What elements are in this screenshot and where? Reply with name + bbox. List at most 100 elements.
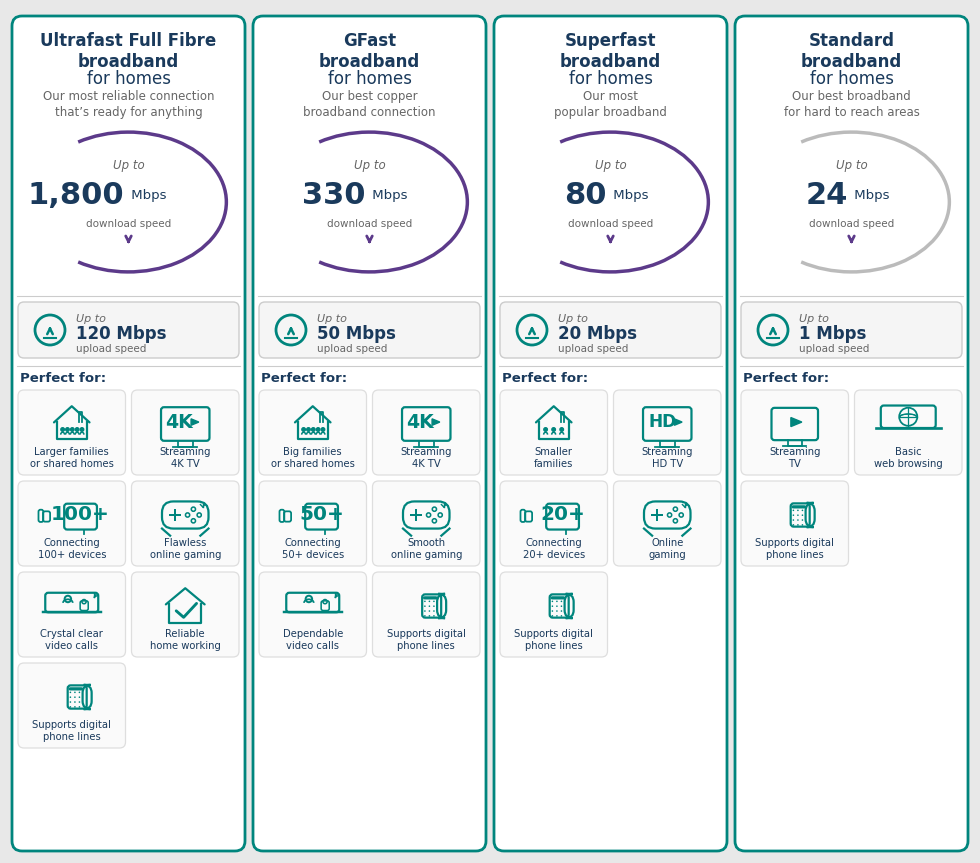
Text: 1 Mbps: 1 Mbps <box>799 325 866 343</box>
Circle shape <box>307 428 311 432</box>
Text: Ultrafast Full Fibre
broadband: Ultrafast Full Fibre broadband <box>40 32 217 72</box>
FancyBboxPatch shape <box>613 481 721 566</box>
Circle shape <box>428 605 430 607</box>
Circle shape <box>561 610 563 612</box>
Circle shape <box>433 601 435 602</box>
FancyBboxPatch shape <box>613 390 721 475</box>
FancyBboxPatch shape <box>259 302 480 358</box>
Text: Supports digital
phone lines: Supports digital phone lines <box>514 629 593 651</box>
Text: download speed: download speed <box>567 219 653 230</box>
Text: 20+: 20+ <box>540 506 585 525</box>
Text: Online
gaming: Online gaming <box>649 538 686 560</box>
Text: Up to: Up to <box>113 159 144 172</box>
Circle shape <box>552 615 553 617</box>
Circle shape <box>74 696 75 698</box>
Text: Dependable
video calls: Dependable video calls <box>282 629 343 651</box>
Circle shape <box>552 605 553 607</box>
FancyBboxPatch shape <box>18 663 125 748</box>
FancyBboxPatch shape <box>422 596 438 600</box>
Circle shape <box>321 428 324 432</box>
Text: for homes: for homes <box>568 70 653 88</box>
FancyBboxPatch shape <box>500 302 721 358</box>
Circle shape <box>793 520 794 521</box>
Circle shape <box>61 428 65 432</box>
Text: 4K: 4K <box>407 413 434 432</box>
Text: download speed: download speed <box>808 219 894 230</box>
Text: Up to: Up to <box>836 159 867 172</box>
FancyBboxPatch shape <box>372 572 480 657</box>
Circle shape <box>70 706 72 708</box>
Text: Streaming
HD TV: Streaming HD TV <box>642 447 693 469</box>
FancyBboxPatch shape <box>500 572 608 657</box>
Text: 50+: 50+ <box>299 506 344 525</box>
Text: Mbps: Mbps <box>850 188 889 201</box>
Circle shape <box>317 428 319 432</box>
Text: Perfect for:: Perfect for: <box>261 372 347 385</box>
FancyBboxPatch shape <box>741 481 849 566</box>
Text: 330: 330 <box>302 180 366 210</box>
Circle shape <box>797 514 799 516</box>
Circle shape <box>428 615 430 617</box>
Circle shape <box>552 428 556 432</box>
FancyBboxPatch shape <box>259 572 367 657</box>
Text: Mbps: Mbps <box>609 188 648 201</box>
Circle shape <box>560 428 563 432</box>
Circle shape <box>70 691 72 693</box>
FancyBboxPatch shape <box>131 390 239 475</box>
Text: Perfect for:: Perfect for: <box>502 372 588 385</box>
Text: Our most
popular broadband: Our most popular broadband <box>554 90 667 119</box>
Text: upload speed: upload speed <box>799 344 869 354</box>
Text: Our best broadband
for hard to reach areas: Our best broadband for hard to reach are… <box>784 90 919 119</box>
Circle shape <box>312 428 316 432</box>
Circle shape <box>797 520 799 521</box>
Circle shape <box>433 605 435 607</box>
Circle shape <box>433 610 435 612</box>
FancyBboxPatch shape <box>500 390 608 475</box>
Text: 20 Mbps: 20 Mbps <box>558 325 637 343</box>
Circle shape <box>433 615 435 617</box>
Text: Up to: Up to <box>558 314 588 324</box>
Text: 100+: 100+ <box>51 506 110 525</box>
Circle shape <box>552 610 553 612</box>
Text: Up to: Up to <box>799 314 829 324</box>
Circle shape <box>74 691 75 693</box>
Circle shape <box>561 615 563 617</box>
Circle shape <box>556 615 558 617</box>
Text: Reliable
home working: Reliable home working <box>150 629 220 651</box>
Text: upload speed: upload speed <box>558 344 628 354</box>
Text: Our most reliable connection
that’s ready for anything: Our most reliable connection that’s read… <box>43 90 215 119</box>
Circle shape <box>70 696 72 698</box>
Text: download speed: download speed <box>86 219 172 230</box>
Text: 80: 80 <box>564 180 607 210</box>
Text: Supports digital
phone lines: Supports digital phone lines <box>387 629 466 651</box>
FancyBboxPatch shape <box>69 687 83 690</box>
FancyBboxPatch shape <box>18 302 239 358</box>
Circle shape <box>793 509 794 511</box>
Text: Smaller
families: Smaller families <box>534 447 573 469</box>
Text: Up to: Up to <box>354 159 385 172</box>
Text: for homes: for homes <box>86 70 171 88</box>
Text: Perfect for:: Perfect for: <box>20 372 106 385</box>
FancyBboxPatch shape <box>18 390 125 475</box>
Text: Our best copper
broadband connection: Our best copper broadband connection <box>303 90 436 119</box>
Circle shape <box>75 428 79 432</box>
Text: Streaming
4K TV: Streaming 4K TV <box>401 447 452 469</box>
FancyBboxPatch shape <box>253 16 486 851</box>
Circle shape <box>793 514 794 516</box>
Polygon shape <box>791 418 802 426</box>
Text: download speed: download speed <box>327 219 413 230</box>
Circle shape <box>424 605 425 607</box>
Circle shape <box>66 428 70 432</box>
Circle shape <box>561 601 563 602</box>
Circle shape <box>428 601 430 602</box>
FancyBboxPatch shape <box>551 596 565 600</box>
Circle shape <box>424 610 425 612</box>
Circle shape <box>424 615 425 617</box>
FancyBboxPatch shape <box>372 481 480 566</box>
Text: Larger families
or shared homes: Larger families or shared homes <box>29 447 114 469</box>
FancyBboxPatch shape <box>259 481 367 566</box>
Text: Streaming
TV: Streaming TV <box>769 447 820 469</box>
Circle shape <box>428 610 430 612</box>
Circle shape <box>556 605 558 607</box>
Text: Mbps: Mbps <box>126 188 166 201</box>
